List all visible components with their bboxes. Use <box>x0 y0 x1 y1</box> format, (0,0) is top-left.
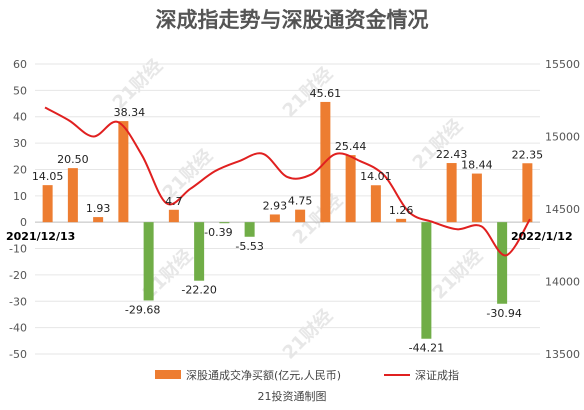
right-tick-label: 15000 <box>545 131 580 144</box>
bar <box>194 222 205 281</box>
bar-value-label: 2.93 <box>263 199 288 212</box>
bar <box>42 185 53 223</box>
left-tick-label: 10 <box>13 190 27 203</box>
bar <box>345 155 356 223</box>
bar-value-label: -44.21 <box>409 342 444 355</box>
right-tick-label: 14500 <box>545 203 580 216</box>
bar <box>118 121 129 223</box>
bar <box>370 185 381 223</box>
left-tick-label: 20 <box>13 163 27 176</box>
legend-line-label: 深证成指 <box>415 368 459 382</box>
bar-value-label: 18.44 <box>461 159 493 172</box>
bar-value-label: 22.43 <box>436 148 468 161</box>
bar-value-label: -22.20 <box>181 284 216 297</box>
right-tick-label: 14000 <box>545 276 580 289</box>
bar-value-label: 22.35 <box>512 148 544 161</box>
left-axis: -50 -40 -30 -20 -10 0 10 20 30 40 50 60 <box>9 58 27 361</box>
bar <box>93 217 104 223</box>
bar-value-label: -29.68 <box>125 303 160 316</box>
bar <box>446 163 457 223</box>
bar <box>143 222 154 301</box>
bar <box>396 218 407 223</box>
bar-value-label: -30.94 <box>486 307 521 320</box>
left-tick-label: 60 <box>13 58 27 71</box>
bar-value-label: 4.75 <box>288 195 313 208</box>
bar-value-label: 1.26 <box>389 204 414 217</box>
line-series <box>44 106 531 257</box>
bar <box>168 209 179 223</box>
watermark-text: 21财经 <box>408 115 467 174</box>
bar-value-label: 1.93 <box>86 202 111 215</box>
legend-bar-swatch <box>155 370 181 379</box>
left-tick-label: 0 <box>20 216 27 229</box>
watermark-text: 21财经 <box>278 305 337 364</box>
bar <box>244 222 255 237</box>
watermark-text: 21财经 <box>428 245 487 304</box>
right-tick-label: 13500 <box>545 348 580 361</box>
start-date-label: 2021/12/13 <box>6 230 75 243</box>
left-tick-label: -10 <box>9 243 27 256</box>
bar <box>219 222 230 224</box>
bar-value-label: 14.05 <box>32 170 64 183</box>
data-labels: 14.0520.501.9338.34-29.684.7-22.20-0.39-… <box>32 87 543 355</box>
chart-title: 深成指走势与深股通资金情况 <box>156 8 429 32</box>
left-tick-label: -20 <box>9 269 27 282</box>
left-tick-label: 40 <box>13 111 27 124</box>
bar-value-label: 4.7 <box>165 195 183 208</box>
index-line <box>44 106 531 257</box>
bar-value-label: -0.39 <box>204 226 232 239</box>
left-tick-label: -50 <box>9 348 27 361</box>
bar-value-label: -5.53 <box>235 240 263 253</box>
left-tick-label: -30 <box>9 295 27 308</box>
bar-value-label: 20.50 <box>57 153 89 166</box>
chart-credit: 21投资通制图 <box>258 389 327 403</box>
bar <box>269 214 280 223</box>
left-tick-label: -40 <box>9 322 27 335</box>
bar-value-label: 14.01 <box>360 170 392 183</box>
bar-value-label: 45.61 <box>310 87 342 100</box>
bar <box>471 173 482 223</box>
bar <box>497 222 508 304</box>
bar <box>295 209 306 223</box>
bar-value-label: 38.34 <box>114 106 146 119</box>
right-tick-label: 15500 <box>545 58 580 71</box>
legend: 深股通成交净买额(亿元,人民币) 深证成指 <box>155 368 459 382</box>
bar <box>522 163 533 223</box>
bar <box>67 168 78 223</box>
bar <box>421 222 432 339</box>
legend-bar-label: 深股通成交净买额(亿元,人民币) <box>186 368 341 382</box>
right-axis: 13500 14000 14500 15000 15500 <box>545 58 580 361</box>
left-tick-label: 30 <box>13 137 27 150</box>
bar-value-label: 25.44 <box>335 140 367 153</box>
left-tick-label: 50 <box>13 84 27 97</box>
end-date-label: 2022/1/12 <box>511 230 573 243</box>
